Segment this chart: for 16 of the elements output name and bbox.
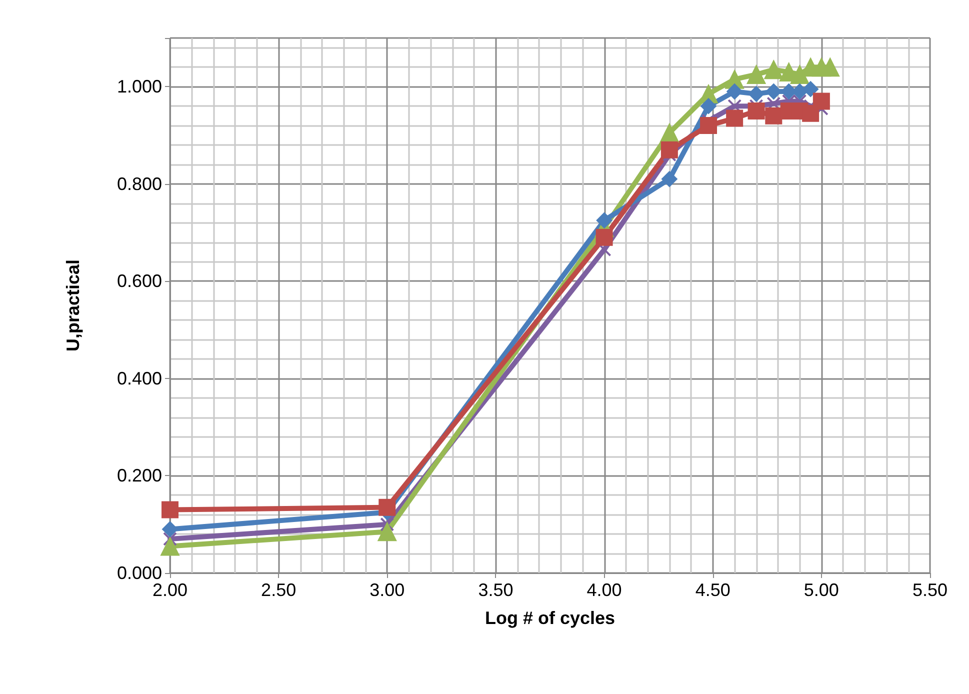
x-tick-label: 4.50	[695, 580, 730, 600]
y-tick-label: 1.000	[116, 76, 162, 97]
x-tick-label: 2.50	[261, 580, 296, 600]
y-tick-label: 0.200	[116, 466, 162, 486]
x-tick-label: 3.50	[478, 580, 514, 600]
x-tick-label: 2.00	[152, 580, 188, 600]
x-tick-label: 5.00	[804, 580, 839, 600]
y-tick-label: 0.400	[116, 368, 162, 388]
x-tick-label: 4.00	[586, 580, 622, 600]
y-axis-title: U,practical	[63, 259, 83, 352]
y-tick-label: 0.600	[116, 271, 162, 292]
y-tick-label: 0.800	[116, 174, 162, 194]
x-tick-label: 3.00	[370, 580, 405, 600]
x-tick-label: 5.50	[912, 580, 948, 600]
y-tick-label: 0.000	[116, 563, 162, 583]
x-axis-title: Log # of cycles	[484, 608, 616, 628]
